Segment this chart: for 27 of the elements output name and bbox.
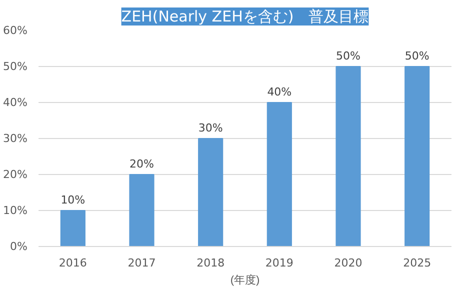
x-tick-label: 2019 <box>265 256 294 270</box>
bar <box>129 174 154 246</box>
y-tick-label: 40% <box>3 96 28 109</box>
bar <box>266 102 292 246</box>
x-tick-label: 2018 <box>196 256 225 270</box>
x-tick-label: 2016 <box>58 256 87 270</box>
y-tick-label: 30% <box>3 132 28 145</box>
y-tick-label: 60% <box>3 24 28 37</box>
y-tick-label: 20% <box>3 168 28 181</box>
data-label: 20% <box>130 158 154 170</box>
bar <box>336 66 361 246</box>
x-tick-label: 2017 <box>128 256 156 270</box>
y-tick-label: 50% <box>3 60 28 73</box>
y-tick-label: 0% <box>10 240 28 253</box>
bar <box>60 210 86 246</box>
y-tick-label: 10% <box>3 204 28 217</box>
bar <box>404 66 430 246</box>
data-label: 40% <box>267 86 292 98</box>
data-label: 10% <box>60 194 86 206</box>
data-label: 50% <box>336 50 360 62</box>
data-label: 50% <box>404 50 430 62</box>
x-axis-title: (年度) <box>230 274 260 286</box>
x-tick-label: 2020 <box>334 256 362 270</box>
data-label: 30% <box>198 122 223 134</box>
bar <box>198 138 224 246</box>
x-tick-label: 2025 <box>403 256 432 270</box>
chart-title: ZEH(Nearly ZEHを含む) 普及目標 <box>121 8 369 26</box>
